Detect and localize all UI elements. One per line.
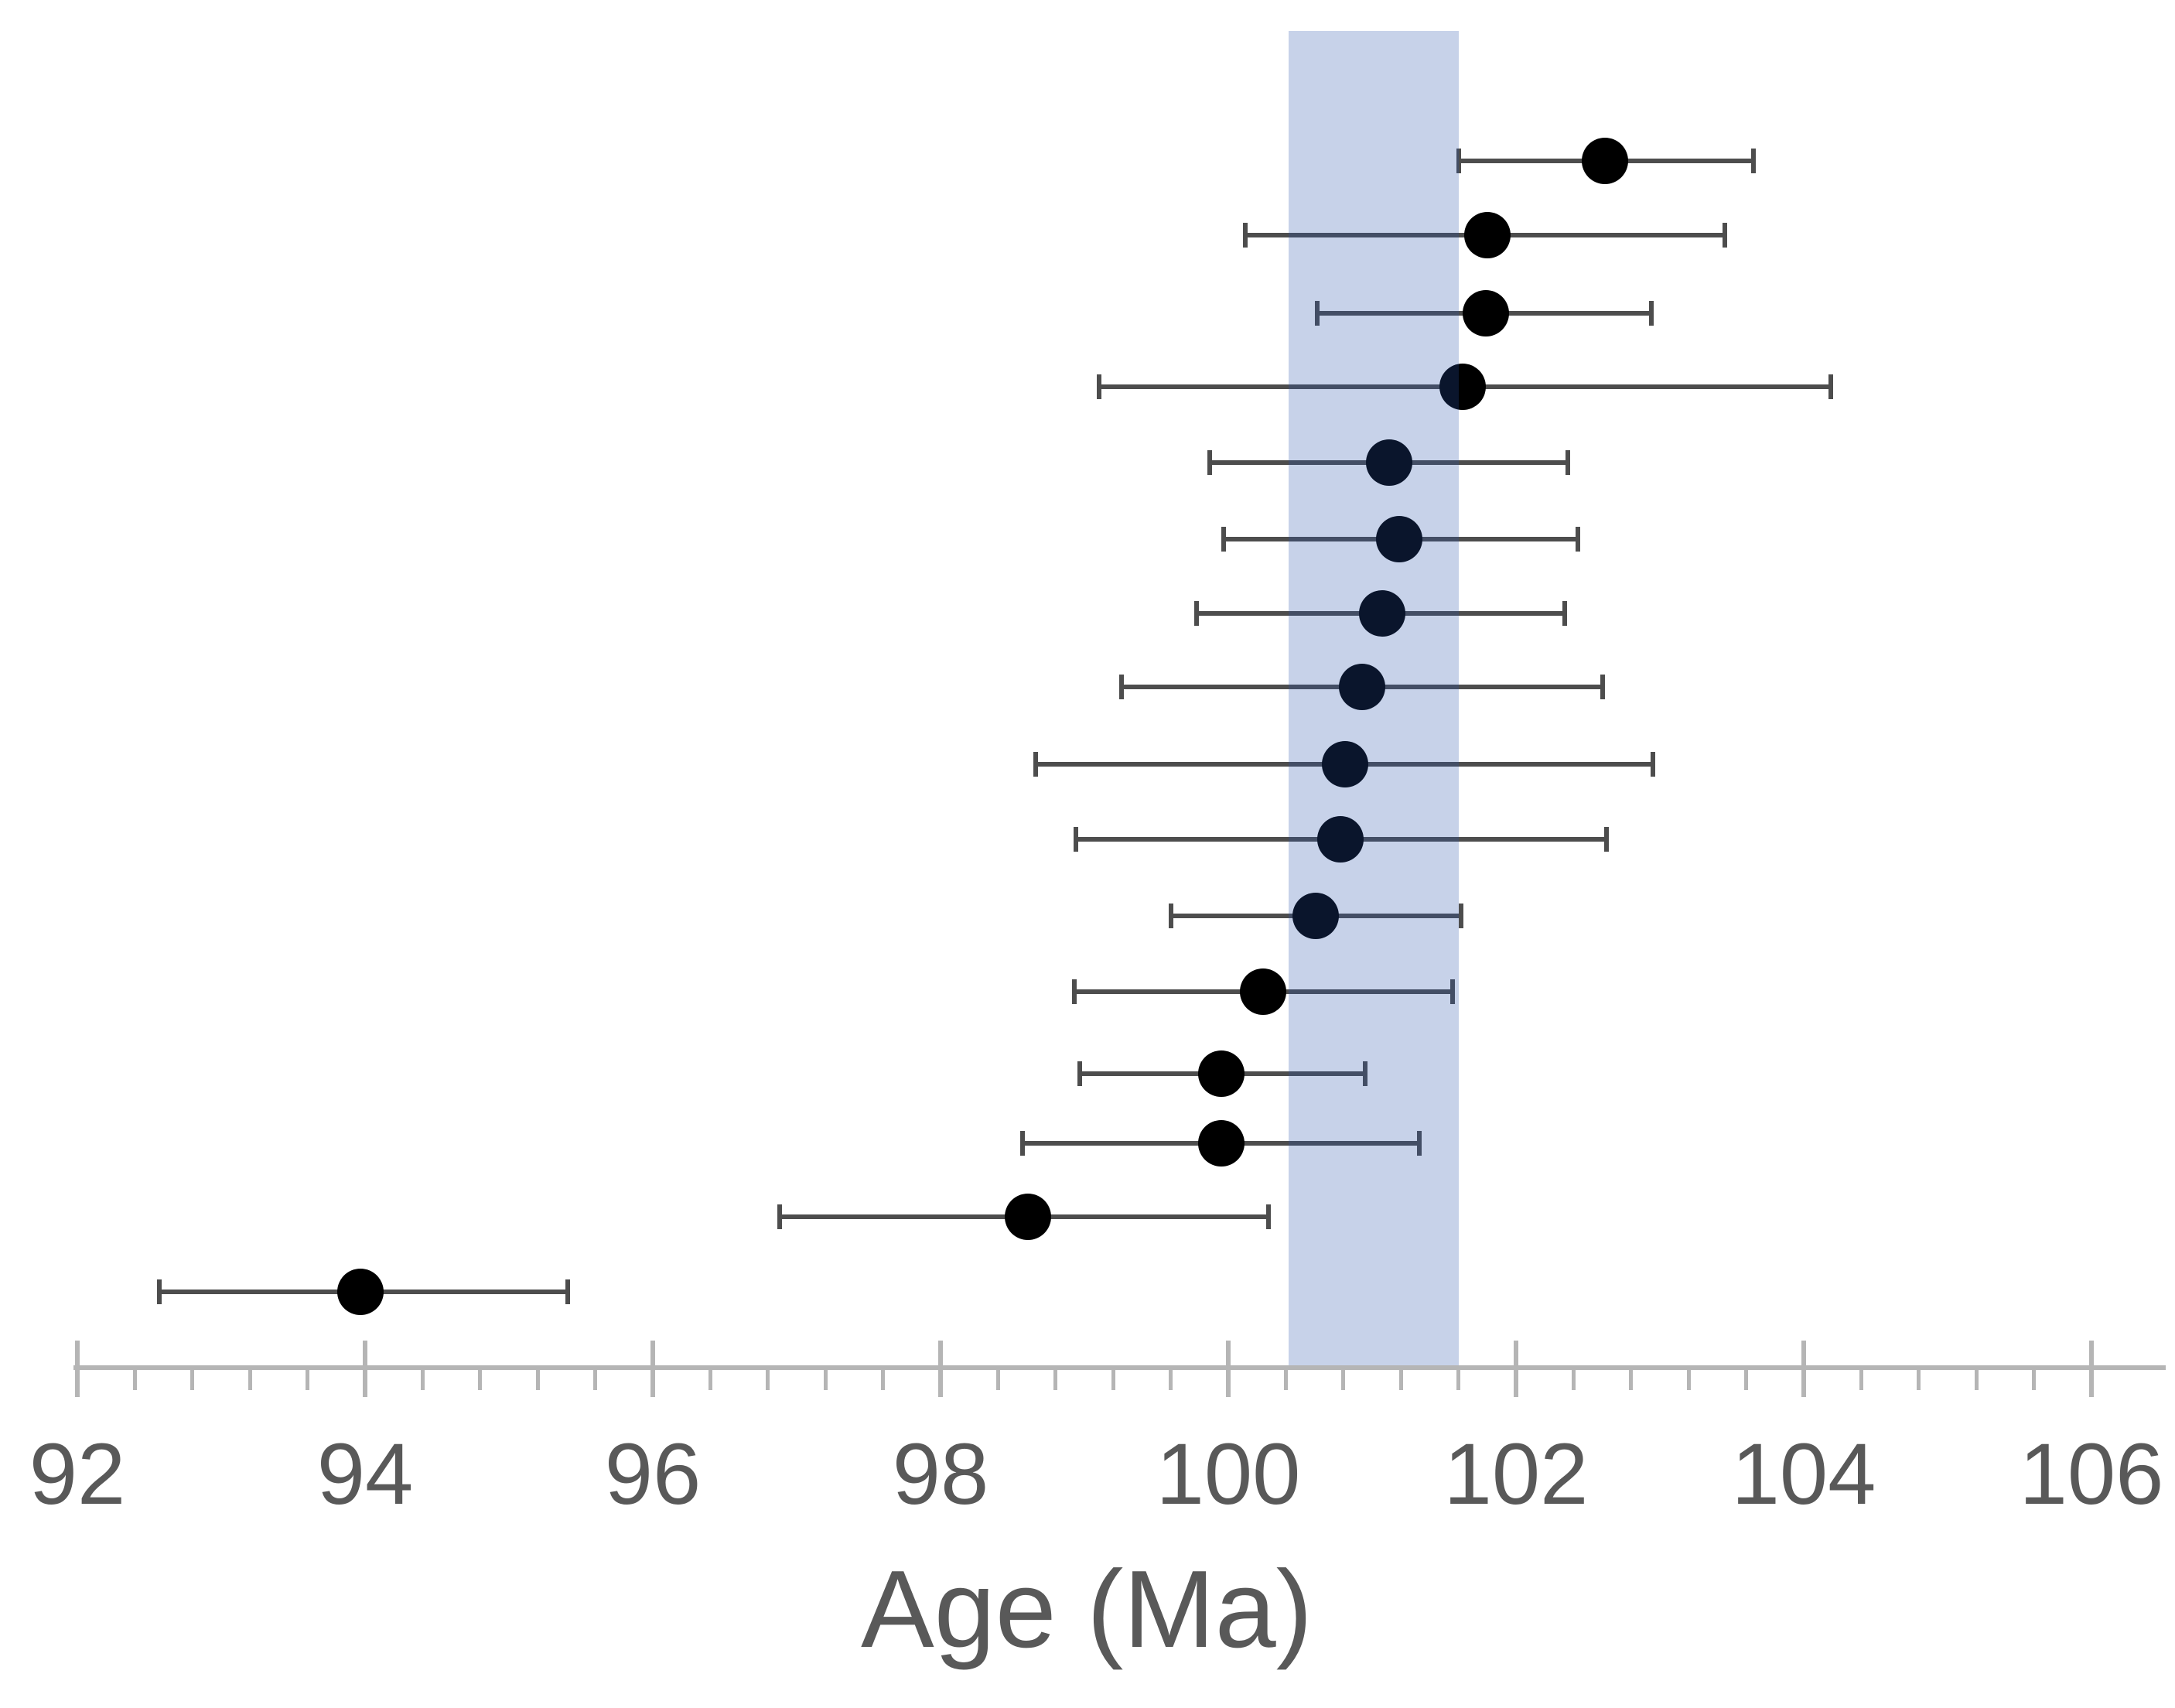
data-point-marker <box>1197 1050 1245 1097</box>
minor-tick <box>1111 1368 1115 1390</box>
data-point-marker <box>1359 590 1406 637</box>
data-point-marker <box>1439 364 1487 410</box>
error-bar-cap-right <box>1575 527 1580 552</box>
minor-tick <box>593 1368 598 1390</box>
minor-tick <box>306 1368 310 1390</box>
tick-label: 94 <box>316 1426 414 1522</box>
x-axis-line <box>73 1365 2166 1370</box>
minor-tick <box>823 1368 828 1390</box>
minor-tick <box>766 1368 770 1390</box>
minor-tick <box>1974 1368 1979 1390</box>
minor-tick <box>478 1368 483 1390</box>
minor-tick <box>1053 1368 1058 1390</box>
minor-tick <box>132 1368 137 1390</box>
error-bar-cap-left <box>1073 827 1078 852</box>
error-bar-cap-right <box>1266 1204 1272 1229</box>
data-point-marker <box>1292 893 1340 939</box>
minor-tick <box>1398 1368 1403 1390</box>
error-bar-cap-left <box>1207 450 1212 475</box>
minor-tick <box>1456 1368 1461 1390</box>
data-point-marker <box>1463 212 1511 258</box>
minor-tick <box>1629 1368 1634 1390</box>
error-bar-cap-right <box>1650 752 1655 777</box>
error-bar-cap-right <box>1417 1131 1422 1156</box>
tick-label: 102 <box>1443 1426 1589 1522</box>
minor-tick <box>1341 1368 1346 1390</box>
error-bar-cap-left <box>1194 601 1200 626</box>
error-bar-cap-left <box>1071 979 1077 1004</box>
minor-tick <box>1859 1368 1863 1390</box>
minor-tick <box>535 1368 540 1390</box>
minor-tick <box>1283 1368 1288 1390</box>
data-point-marker <box>1462 290 1509 336</box>
minor-tick <box>1744 1368 1749 1390</box>
error-bar-cap-left <box>157 1279 162 1304</box>
minor-tick <box>190 1368 195 1390</box>
tick-label: 100 <box>1156 1426 1301 1522</box>
error-bar-cap-left <box>1456 149 1461 173</box>
major-tick <box>363 1341 367 1397</box>
x-axis-title: Age (Ma) <box>861 1548 1313 1671</box>
error-bar-cap-left <box>1315 301 1320 326</box>
error-bar-cap-right <box>1722 223 1727 248</box>
data-point-marker <box>337 1269 384 1315</box>
major-tick <box>1226 1341 1231 1397</box>
error-bar-cap-left <box>1119 675 1125 699</box>
minor-tick <box>420 1368 425 1390</box>
error-bar-cap-right <box>1562 601 1568 626</box>
data-point-marker <box>1321 741 1368 787</box>
data-point-marker <box>1317 816 1364 863</box>
error-bar-cap-right <box>1362 1061 1367 1086</box>
error-bar-cap-left <box>1221 527 1227 552</box>
minor-tick <box>248 1368 252 1390</box>
minor-tick <box>1169 1368 1173 1390</box>
major-tick <box>650 1341 655 1397</box>
error-bar-cap-right <box>1750 149 1756 173</box>
minor-tick <box>995 1368 1000 1390</box>
error-bar-cap-right <box>565 1279 571 1304</box>
minor-tick <box>708 1368 712 1390</box>
error-bar-cap-left <box>1168 904 1173 928</box>
error-bar-cap-right <box>1828 374 1834 399</box>
error-bar-cap-right <box>1450 979 1456 1004</box>
error-bar-cap-left <box>1020 1131 1026 1156</box>
error-bar-cap-right <box>1459 904 1464 928</box>
error-bar-cap-left <box>1033 752 1038 777</box>
tick-label: 96 <box>604 1426 702 1522</box>
minor-tick <box>1917 1368 1921 1390</box>
data-point-marker <box>1366 439 1413 486</box>
data-point-marker <box>1376 516 1423 562</box>
error-bar-cap-right <box>1604 827 1610 852</box>
highlight-band <box>1289 31 1459 1368</box>
minor-tick <box>881 1368 886 1390</box>
data-point-marker <box>1005 1194 1052 1240</box>
error-bar-cap-right <box>1600 675 1605 699</box>
minor-tick <box>2032 1368 2037 1390</box>
tick-label: 98 <box>892 1426 989 1522</box>
data-point-marker <box>1197 1120 1245 1167</box>
error-bar-cap-left <box>1243 223 1248 248</box>
tick-label: 92 <box>29 1426 126 1522</box>
tick-label: 104 <box>1731 1426 1876 1522</box>
data-point-marker <box>1338 664 1385 710</box>
minor-tick <box>1686 1368 1691 1390</box>
major-tick <box>75 1341 80 1397</box>
major-tick <box>1801 1341 1806 1397</box>
data-point-marker <box>1582 138 1629 184</box>
minor-tick <box>1571 1368 1576 1390</box>
error-bar-cap-left <box>1096 374 1101 399</box>
error-bar-cap-right <box>1565 450 1570 475</box>
major-tick <box>938 1341 943 1397</box>
error-bar-cap-left <box>777 1204 782 1229</box>
major-tick <box>1514 1341 1518 1397</box>
error-bar-cap-right <box>1648 301 1654 326</box>
error-bar-cap-left <box>1077 1061 1083 1086</box>
tick-label: 106 <box>2019 1426 2164 1522</box>
data-point-marker <box>1239 968 1286 1015</box>
major-tick <box>2089 1341 2094 1397</box>
